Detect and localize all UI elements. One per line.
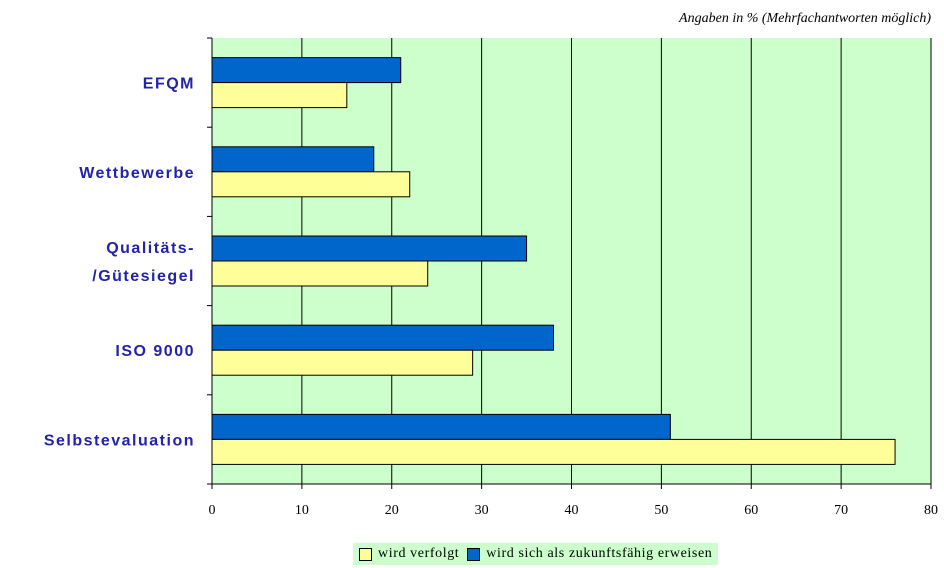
axes bbox=[207, 37, 932, 489]
category-labels: EFQM Wettbewerbe Qualitäts- /Gütesiegel ISO … bbox=[44, 76, 195, 450]
legend-swatch-zukunftsfaehig bbox=[467, 547, 481, 561]
bar-zukunftsfaehig-4 bbox=[211, 413, 671, 440]
x-tick-label-0: 0 bbox=[209, 503, 216, 518]
legend-label-zukunftsfaehig: wird sich als zukunftsfähig erweisen bbox=[486, 546, 713, 561]
category-label-4-0: Selbstevaluation bbox=[44, 432, 195, 449]
bar-wird-verfolgt-4 bbox=[211, 438, 896, 465]
category-label-0-0: EFQM bbox=[143, 76, 195, 93]
bar-zukunftsfaehig-1 bbox=[211, 146, 375, 173]
x-tick-label-3: 30 bbox=[475, 503, 489, 518]
x-tick-label-7: 70 bbox=[834, 503, 848, 518]
category-label-2-1: /Gütesiegel bbox=[92, 268, 195, 285]
category-label-3-0: ISO 9000 bbox=[115, 343, 195, 360]
legend-label-wird-verfolgt: wird verfolgt bbox=[378, 546, 460, 561]
legend-swatch-wird-verfolgt bbox=[359, 547, 372, 561]
bar-wird-verfolgt-3 bbox=[211, 349, 474, 376]
chart-subtitle: Angaben in % (Mehrfachantworten möglich) bbox=[678, 11, 931, 26]
bar-zukunftsfaehig-0 bbox=[211, 57, 402, 84]
x-tick-label-1: 10 bbox=[295, 503, 309, 518]
bar-wird-verfolgt-1 bbox=[211, 171, 411, 198]
bar-zukunftsfaehig-3 bbox=[211, 324, 555, 351]
bar-zukunftsfaehig-2 bbox=[211, 235, 528, 262]
legend: wird verfolgt wird sich als zukunftsfähi… bbox=[353, 543, 719, 565]
x-tick-label-5: 50 bbox=[654, 503, 668, 518]
x-tick-label-6: 60 bbox=[744, 503, 758, 518]
x-tick-labels: 0 10 20 30 40 50 60 70 80 bbox=[209, 503, 939, 518]
category-label-2-0: Qualitäts- bbox=[106, 240, 195, 257]
x-tick-label-2: 20 bbox=[385, 503, 399, 518]
category-label-1-0: Wettbewerbe bbox=[79, 165, 195, 182]
bar-wird-verfolgt-2 bbox=[211, 260, 429, 287]
x-tick-label-4: 40 bbox=[565, 503, 579, 518]
x-tick-label-8: 80 bbox=[924, 503, 938, 518]
bar-wird-verfolgt-0 bbox=[211, 82, 348, 109]
